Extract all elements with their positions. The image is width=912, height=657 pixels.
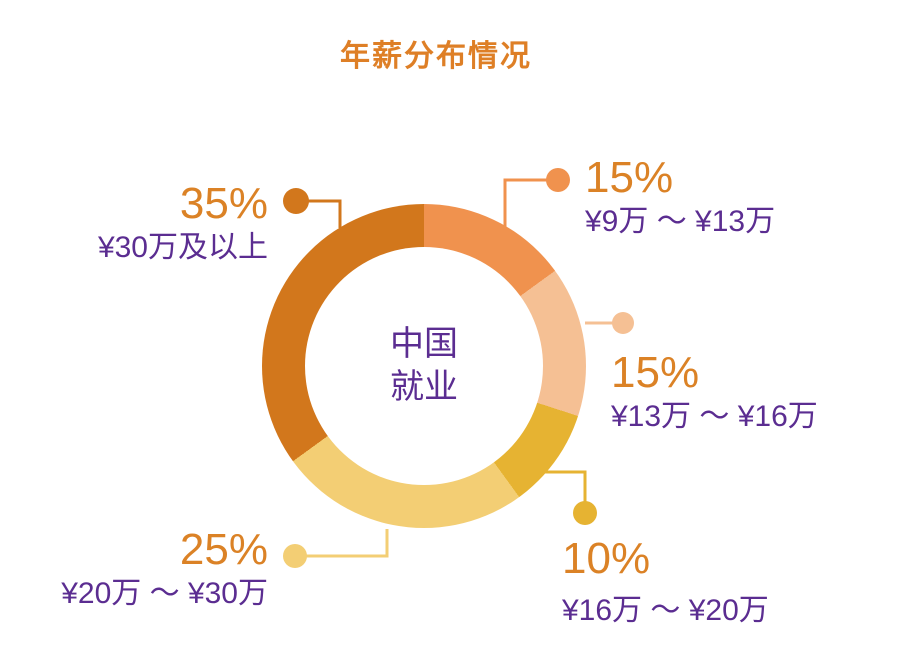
callout-20w-30w: 25% ¥20万 ～ ¥30万 <box>40 527 268 611</box>
donut-center-label: 中国 就业 <box>262 204 586 528</box>
callout-13w-16w-range: ¥13万 ～ ¥16万 <box>611 399 818 433</box>
callout-9w-13w-percent: 15% <box>585 153 674 202</box>
callout-16w-20w-range: ¥16万 ～ ¥20万 <box>562 593 769 627</box>
callout-30w-plus: 35% ¥30万及以上 <box>58 181 268 265</box>
connector-dot-13w-16w <box>612 312 634 334</box>
connector-dot-9w-13w <box>546 168 570 192</box>
callout-9w-13w-range: ¥9万 ～ ¥13万 <box>585 204 776 238</box>
callout-13w-16w-percent: 15% <box>611 348 700 397</box>
callout-16w-20w: 10% ¥16万 ～ ¥20万 <box>562 536 769 628</box>
center-label-line1: 中国 <box>390 325 458 363</box>
callout-9w-13w: 15% ¥9万 ～ ¥13万 <box>585 155 775 239</box>
chart-title: 年薪分布情况 <box>340 40 532 73</box>
connector-line-20w-30w <box>295 529 389 558</box>
callout-30w-plus-range: ¥30万及以上 <box>97 230 268 264</box>
callout-16w-20w-percent: 10% <box>562 534 651 583</box>
center-label-line2: 就业 <box>390 368 458 406</box>
donut-hole <box>305 247 543 485</box>
callout-20w-30w-percent: 25% <box>179 525 268 574</box>
connector-dot-20w-30w <box>283 544 307 568</box>
callout-13w-16w: 15% ¥13万 ～ ¥16万 <box>611 350 818 434</box>
donut-chart: 中国 就业 <box>262 204 586 528</box>
callout-30w-plus-percent: 35% <box>179 179 268 228</box>
callout-20w-30w-range: ¥20万 ～ ¥30万 <box>61 576 268 610</box>
